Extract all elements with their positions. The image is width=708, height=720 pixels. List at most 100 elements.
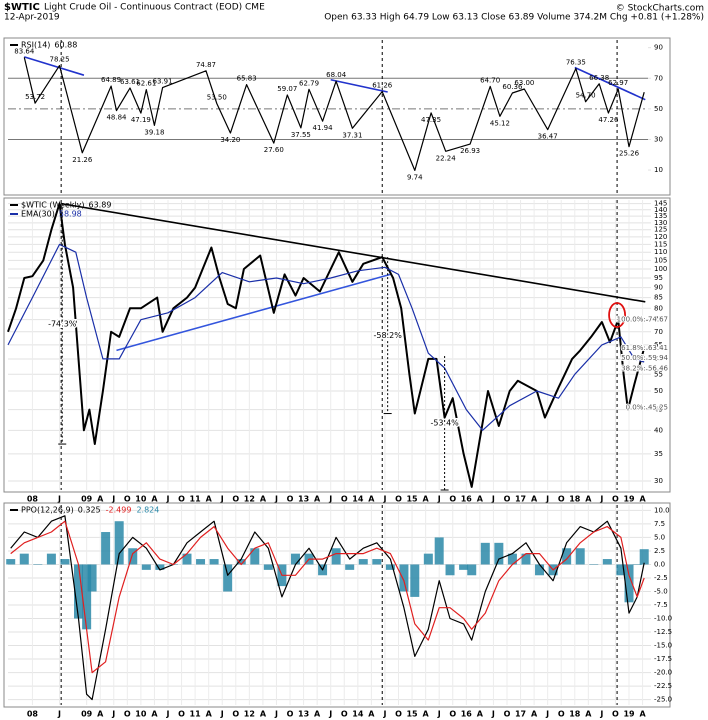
trendline (574, 66, 646, 101)
legend-value: 63.89 (89, 201, 112, 210)
y-tick-label: -5.0 (654, 587, 668, 595)
x-tick-label: 19 (623, 710, 635, 719)
y-tick-label: 50 (654, 105, 663, 113)
data-label: 37.55 (291, 131, 311, 139)
data-label: 26.93 (460, 147, 480, 155)
x-tick-label: A (423, 710, 430, 719)
x-tick-label: J (491, 495, 495, 504)
x-tick-label: O (449, 495, 456, 504)
fib-label: 61.8%: 63.41 (621, 344, 668, 352)
x-tick-label: A (531, 710, 538, 719)
y-tick-label: 55 (654, 370, 663, 378)
x-tick-label: A (97, 495, 104, 504)
data-label: 64.89 (101, 76, 121, 84)
histogram-bar (82, 564, 92, 630)
histogram-bar (602, 559, 612, 565)
data-label: 62.79 (299, 79, 319, 87)
date: 12-Apr-2019 (4, 13, 60, 23)
x-tick-label: J (274, 710, 278, 719)
drop-label: -53.4% (430, 419, 459, 428)
x-tick-label: J (328, 710, 332, 719)
data-label: 45.12 (490, 119, 510, 127)
x-tick-label: A (531, 495, 538, 504)
histogram-bar (74, 564, 84, 619)
x-tick-label: A (206, 495, 213, 504)
histogram-bar (459, 564, 469, 570)
y-tick-label: 45 (654, 406, 663, 414)
x-tick-label: J (166, 495, 170, 504)
histogram-bar (290, 553, 300, 565)
x-tick-label: 10 (135, 710, 147, 719)
y-tick-label: 50 (654, 387, 663, 395)
y-tick-label: -15.0 (654, 642, 672, 650)
data-label: 63.91 (153, 78, 173, 86)
y-tick-label: 65 (654, 341, 663, 349)
y-tick-label: 125 (654, 226, 667, 234)
x-tick-label: O (558, 495, 565, 504)
y-tick-label: 95 (654, 274, 663, 282)
y-tick-label: 145 (654, 200, 667, 208)
x-tick-label: A (314, 710, 321, 719)
x-tick-label: A (477, 495, 484, 504)
histogram-bar (624, 564, 634, 603)
credit: © StockCharts.com (616, 4, 704, 14)
y-tick-label: 105 (654, 256, 667, 264)
histogram-bar (196, 559, 206, 565)
legend-name: $WTIC (Weekly) (21, 201, 85, 210)
data-label: 61.26 (372, 82, 393, 90)
x-tick-label: A (151, 710, 158, 719)
histogram-bar (114, 521, 124, 565)
y-tick-label: -25.0 (654, 696, 672, 704)
x-tick-label: A (585, 495, 592, 504)
histogram-bar (46, 553, 56, 565)
histogram-bar (236, 559, 246, 565)
x-tick-label: A (477, 710, 484, 719)
legend-name: PPO(12,26,9) (21, 506, 74, 515)
panel-frame (3, 37, 671, 196)
y-tick-label: -17.5 (654, 655, 672, 663)
x-tick-label: J (166, 710, 170, 719)
data-label: 36.47 (538, 133, 558, 141)
x-tick-label: 14 (352, 495, 364, 504)
x-tick-label: A (639, 495, 646, 504)
x-tick-label: O (449, 710, 456, 719)
y-tick-label: 130 (654, 219, 667, 227)
x-tick-label: J (220, 710, 224, 719)
x-tick-label: J (382, 710, 386, 719)
histogram-bar (423, 553, 433, 565)
data-label: 64.70 (480, 76, 500, 84)
histogram-bar (263, 564, 273, 570)
y-tick-label: 110 (654, 248, 667, 256)
x-tick-label: J (328, 495, 332, 504)
x-tick-label: O (558, 710, 565, 719)
y-tick-label: 30 (654, 135, 663, 143)
drop-label: -58.2% (374, 331, 403, 340)
x-tick-label: J (599, 710, 603, 719)
x-tick-label: A (206, 710, 213, 719)
x-tick-label: 18 (569, 710, 581, 719)
trendline (24, 56, 85, 76)
y-tick-label: -2.5 (654, 574, 668, 582)
instrument-name: Light Crude Oil - Continuous Contract (E… (44, 3, 265, 13)
x-tick-label: J (437, 710, 441, 719)
data-label: 47.35 (421, 116, 441, 124)
data-label: 27.60 (264, 146, 284, 154)
y-tick-label: -12.5 (654, 628, 672, 636)
x-tick-label: 12 (244, 710, 255, 719)
histogram-bar (632, 564, 642, 565)
y-tick-label: 85 (654, 294, 663, 302)
histogram-bar (575, 548, 585, 565)
legend-name: RSI(14) (21, 41, 50, 50)
x-tick-label: O (232, 495, 239, 504)
y-tick-label: -20.0 (654, 669, 672, 677)
histogram-bar (372, 559, 382, 565)
data-label: 62.61 (136, 80, 156, 88)
fib-label: 0.0%: 45.25 (626, 404, 668, 412)
series-line (7, 243, 645, 431)
fib-label: 38.2%: 56.46 (621, 365, 668, 373)
x-tick-label: J (545, 495, 549, 504)
histogram-bar (87, 564, 97, 592)
data-label: 39.18 (144, 128, 164, 136)
data-label: 34.20 (220, 136, 240, 144)
